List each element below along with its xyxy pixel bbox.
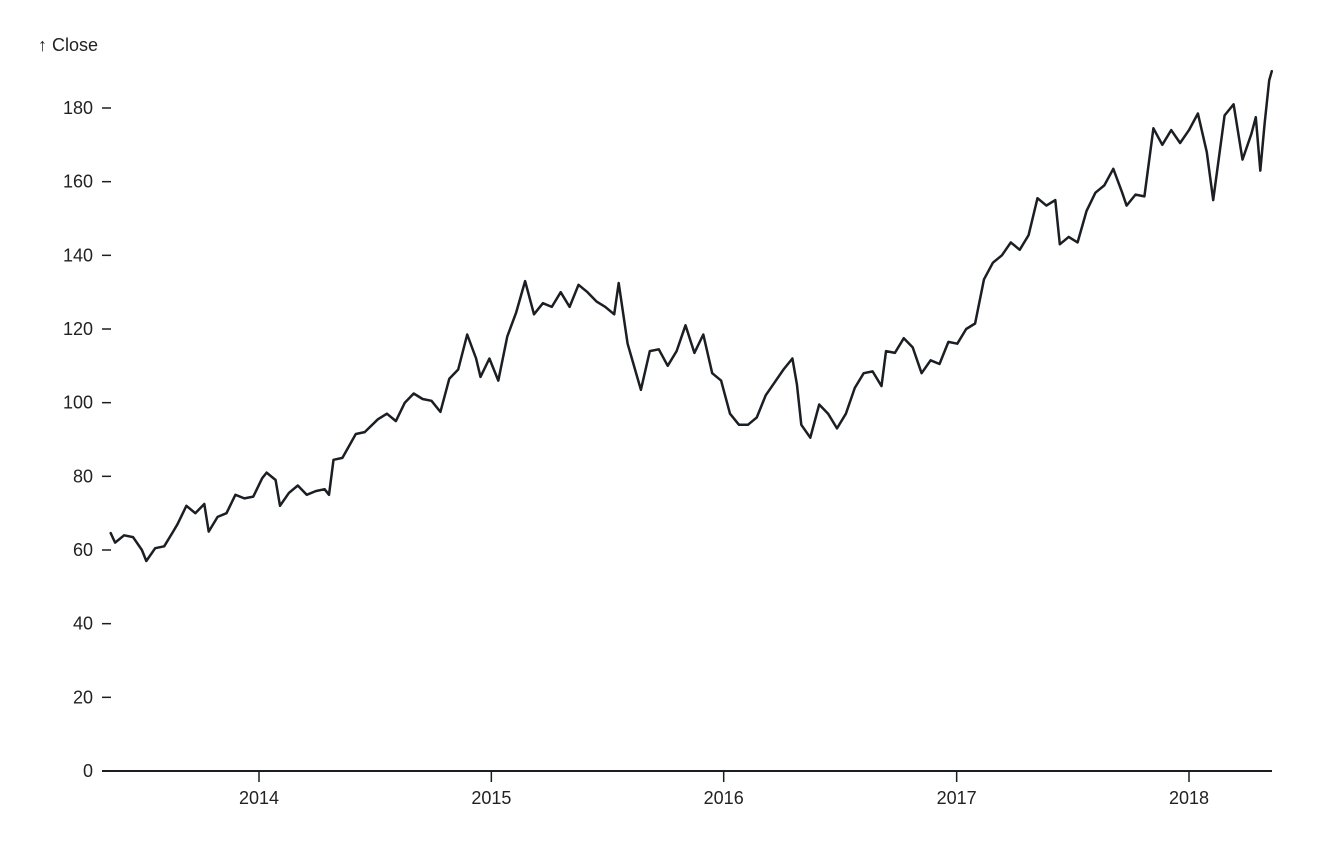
x-tick-label: 2014 <box>239 788 279 808</box>
y-axis-title: ↑ Close <box>38 35 98 55</box>
y-tick-label: 80 <box>73 466 93 486</box>
close-price-line <box>109 69 1274 563</box>
y-tick-label: 160 <box>63 172 93 192</box>
x-tick-label: 2016 <box>704 788 744 808</box>
y-tick-label: 180 <box>63 98 93 118</box>
y-tick-label: 20 <box>73 687 93 707</box>
x-tick-label: 2017 <box>937 788 977 808</box>
y-axis: 0 20 40 60 80 100 120 140 160 180 <box>63 98 111 781</box>
y-tick-label: 100 <box>63 393 93 413</box>
y-tick-label: 120 <box>63 319 93 339</box>
x-tick-label: 2018 <box>1169 788 1209 808</box>
y-tick-label: 0 <box>83 761 93 781</box>
x-axis: 2014 2015 2016 2017 2018 <box>102 770 1272 808</box>
y-tick-label: 40 <box>73 614 93 634</box>
y-tick-label: 60 <box>73 540 93 560</box>
y-tick-label: 140 <box>63 245 93 265</box>
x-tick-label: 2015 <box>471 788 511 808</box>
